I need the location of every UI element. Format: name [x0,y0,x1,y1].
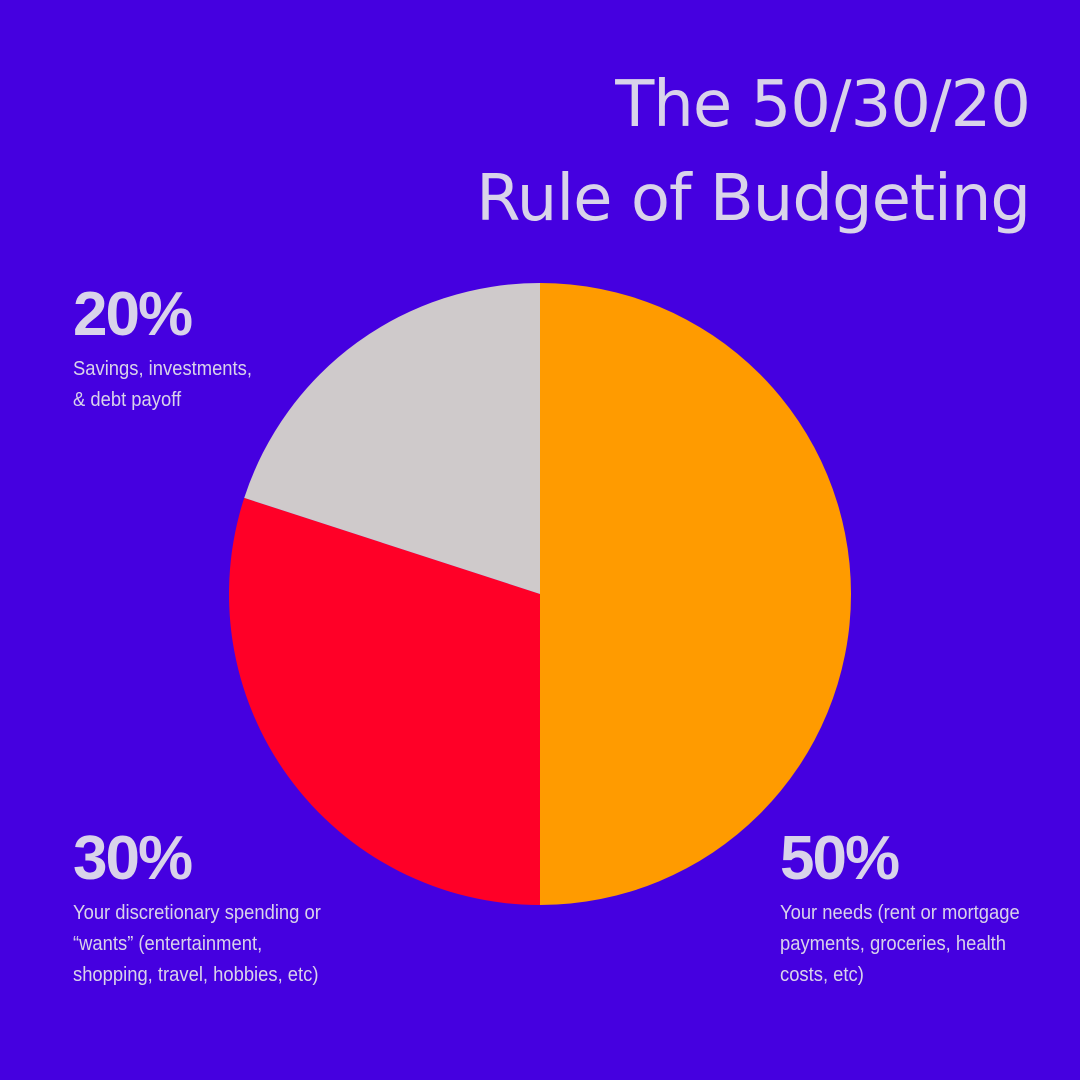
pie-slice-wants [228,497,541,905]
slice-description-needs: Your needs (rent or mortgage payments, g… [780,902,1020,986]
pie-slice-needs [540,283,851,905]
chart-title-line-2: Rule of Budgeting [476,162,1031,236]
slice-percent-savings: 20% [73,280,193,349]
slice-description-savings: Savings, investments, & debt payoff [73,358,252,411]
slice-percent-wants: 30% [73,824,193,893]
slice-description-wants: Your discretionary spending or “wants” (… [73,902,321,986]
chart-title: The 50/30/20 Rule of Budgeting [330,58,1031,246]
slice-label-needs: 50% Your needs (rent or mortgage payment… [780,826,1060,991]
slice-label-wants: 30% Your discretionary spending or “want… [73,826,353,991]
slice-label-savings: 20% Savings, investments, & debt payoff [73,282,283,416]
pie-slice-savings [244,283,540,594]
slice-percent-needs: 50% [780,824,900,893]
chart-title-line-1: The 50/30/20 [615,68,1031,142]
